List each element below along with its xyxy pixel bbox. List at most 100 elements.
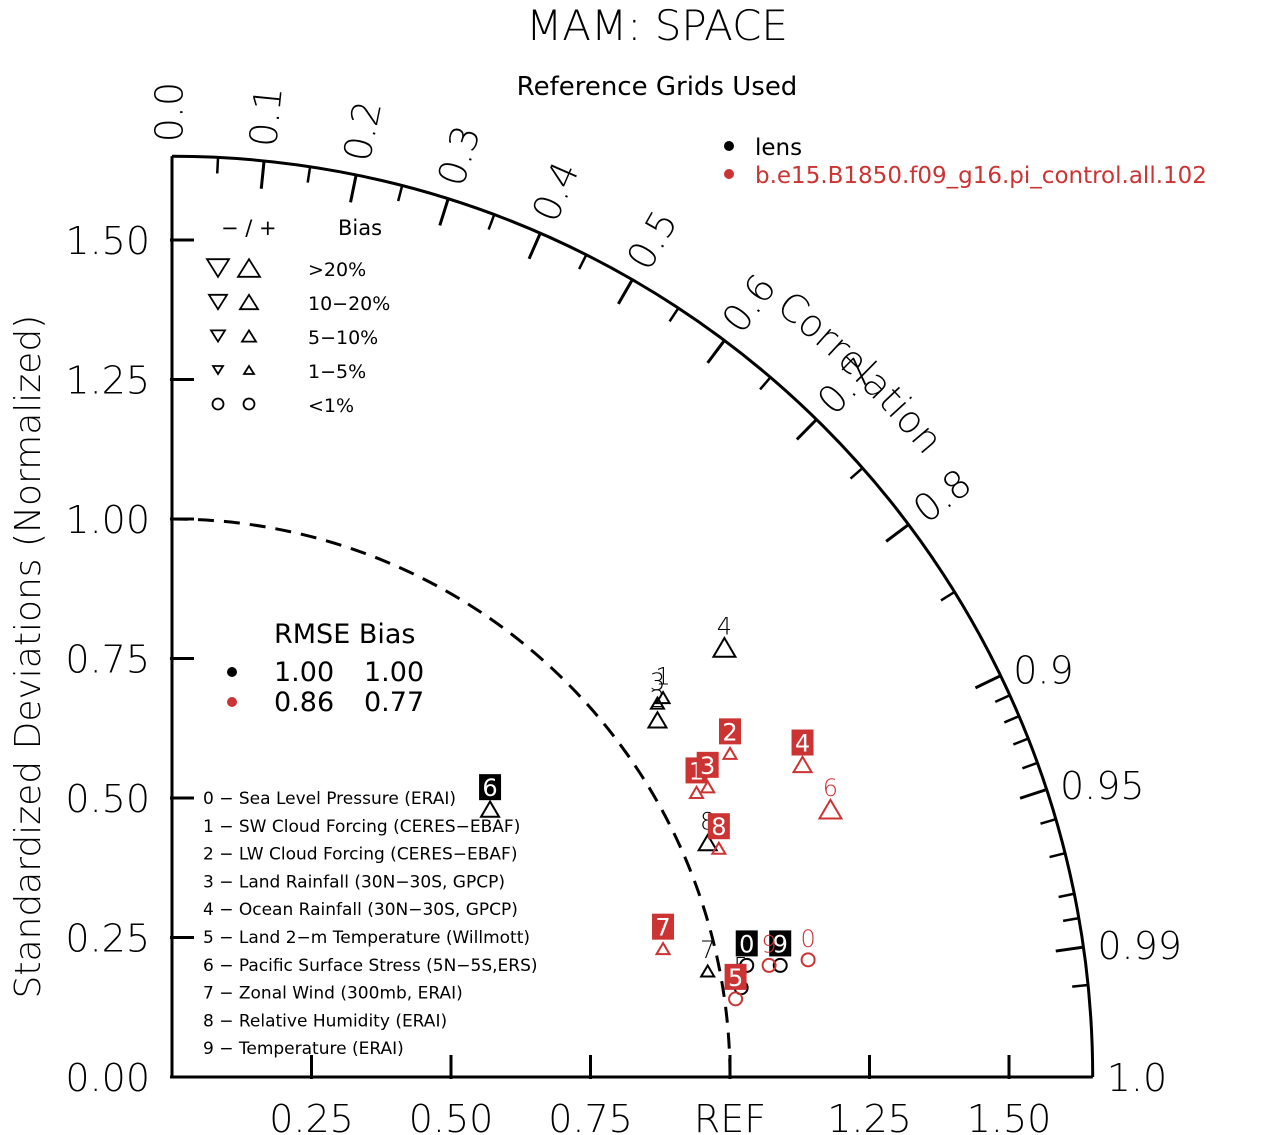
y-tick-label: 0.50: [65, 777, 150, 821]
correlation-tick-label: 1.0: [1107, 1056, 1167, 1100]
correlation-minor-tick: [215, 157, 220, 174]
legend-dot: [724, 141, 734, 151]
point-label-box: [719, 718, 741, 745]
correlation-tick: [974, 674, 1002, 690]
point-label: 7: [700, 936, 715, 964]
point-label: 0: [739, 930, 754, 958]
correlation-label-text: Correlation: [769, 282, 952, 462]
point-label: 3: [650, 668, 665, 696]
rmse-value: 0.86: [274, 687, 334, 718]
legends: lensb.e15.B1850.f09_g16.pi_control.all.1…: [203, 135, 1207, 1059]
variable-legend-item: 5 − Land 2−m Temperature (Willmott): [203, 928, 530, 948]
y-tick-label: 1.50: [65, 219, 150, 263]
chart-title: MAM: SPACE: [526, 1, 788, 50]
data-points: 01234567890123456789: [479, 612, 844, 1007]
bias-legend-marker-minus: [211, 397, 225, 411]
point-label-box: [724, 963, 747, 990]
point-label: 9: [773, 930, 788, 958]
x-tick-label: 0.25: [269, 1097, 354, 1135]
axes: 0.000.250.500.751.001.251.500.25 0.50 0.75…: [8, 82, 1182, 1135]
correlation-tick: [706, 339, 726, 364]
correlation-minor-tick: [1062, 916, 1080, 923]
bias-legend-marker-plus: [240, 328, 258, 343]
bias-legend-signs: − / +: [221, 216, 277, 240]
variable-legend-item: 3 − Land Rainfall (30N−30S, GPCP): [203, 872, 505, 892]
variable-legend-item: 9 − Temperature (ERAI): [203, 1039, 404, 1059]
bias-value: 0.77: [364, 687, 424, 718]
bias-marker: [649, 695, 666, 710]
bias-marker: [761, 957, 777, 973]
correlation-tick-label: 0.99: [1097, 924, 1182, 968]
correlation-tick-label: 0.95: [1060, 764, 1145, 808]
y-tick-label: 1.25: [65, 359, 150, 403]
correlation-tick-label: 0.5: [618, 203, 686, 277]
point-label: 4: [717, 612, 732, 640]
bias-legend-marker-minus: [211, 365, 225, 376]
bias-legend-marker-plus: [242, 364, 256, 375]
bias-legend-label: <1%: [308, 395, 354, 417]
x-tick-label: 1.25: [827, 1097, 912, 1135]
correlation-tick: [885, 523, 910, 543]
bias-marker: [772, 957, 788, 973]
y-tick-label: 1.00: [65, 498, 150, 542]
y-tick-label: 0.25: [65, 917, 150, 961]
point-label: 1: [655, 663, 670, 691]
bias-marker: [791, 754, 814, 774]
variable-legend-item: 1 − SW Cloud Forcing (CERES−EBAF): [203, 817, 520, 837]
point-label: 3: [700, 752, 715, 780]
bias-legend-label: 1−5%: [308, 361, 366, 383]
bias-marker: [646, 710, 669, 729]
correlation-tick-label: 0.2: [335, 97, 390, 165]
point-label-box: [735, 930, 758, 957]
legend-dot: [724, 169, 734, 179]
bias-marker: [699, 963, 716, 978]
legend-series-label: b.e15.B1850.f09_g16.pi_control.all.102: [755, 163, 1207, 189]
correlation-minor-tick: [668, 307, 680, 323]
point-label: 6: [823, 774, 838, 802]
variable-legend-item: 7 − Zonal Wind (300mb, ERAI): [203, 984, 463, 1004]
correlation-minor-tick: [849, 467, 864, 480]
bias-legend-marker-minus: [205, 258, 231, 279]
bias-legend-marker-plus: [242, 397, 256, 411]
correlation-minor-tick: [994, 694, 1011, 704]
variable-legend-item: 4 − Ocean Rainfall (30N−30S, GPCP): [203, 900, 518, 920]
point-label: 2: [722, 718, 737, 746]
bias-value: 1.00: [364, 657, 424, 688]
correlation-minor-tick: [487, 214, 496, 230]
chart-subtitle: Reference Grids Used: [517, 72, 798, 102]
bias-marker: [800, 952, 816, 968]
correlation-minor-tick: [759, 376, 772, 391]
point-label: 6: [482, 774, 497, 802]
correlation-minor-tick: [1058, 892, 1075, 899]
legend-series-label: lens: [755, 135, 802, 161]
bias-marker: [688, 784, 705, 799]
correlation-minor-tick: [1072, 983, 1089, 988]
bias-marker: [479, 799, 501, 818]
bias-marker: [728, 991, 744, 1007]
point-label-box: [479, 774, 502, 801]
bias-marker: [711, 636, 738, 658]
correlation-tick: [795, 418, 818, 441]
correlation-tick-label: 0.8: [905, 460, 980, 531]
correlation-tick: [259, 160, 266, 189]
point-label: 0: [800, 925, 815, 953]
bias-marker: [654, 690, 672, 705]
correlation-tick: [1019, 788, 1048, 800]
correlation-tick-label: 0.1: [241, 84, 291, 149]
y-axis-label: Standardized Deviations (Normalized): [8, 315, 49, 999]
correlation-tick: [1055, 945, 1084, 953]
point-label: 9: [761, 930, 776, 958]
variable-legend-item: 6 − Pacific Surface Stress (5N−5S,ERS): [203, 956, 538, 976]
bias-legend-label: >20%: [308, 259, 366, 281]
point-label-box: [696, 751, 719, 778]
correlation-tick-label: 0.3: [429, 120, 489, 191]
correlation-minor-tick: [1049, 851, 1066, 859]
correlation-minor-tick: [396, 185, 404, 202]
y-tick-label: 0.75: [65, 638, 150, 682]
point-label: 8: [711, 813, 726, 841]
bias-legend-marker-plus: [238, 293, 260, 311]
correlation-minor-tick: [577, 254, 588, 270]
variable-legend-item: 2 − LW Cloud Forcing (CERES−EBAF): [203, 845, 517, 865]
x-tick-label: 1.50: [967, 1097, 1052, 1135]
